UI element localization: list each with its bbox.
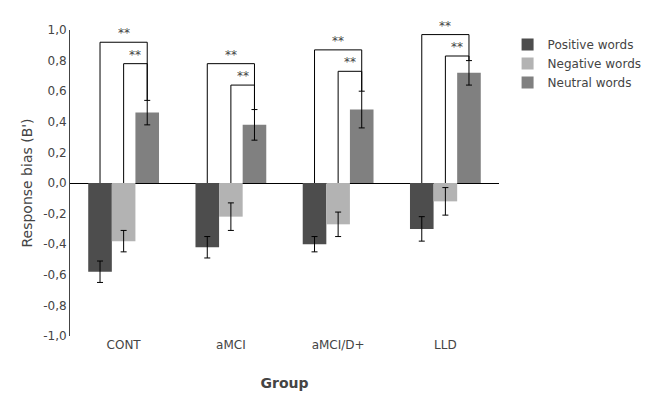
svg-text:Group: Group — [260, 375, 308, 391]
svg-text:**: ** — [332, 34, 344, 48]
svg-text:0,4: 0,4 — [48, 115, 67, 129]
svg-text:Response bias (B'): Response bias (B') — [19, 118, 35, 247]
svg-text:**: ** — [237, 69, 249, 83]
svg-text:CONT: CONT — [107, 338, 142, 352]
svg-text:1,0: 1,0 — [48, 23, 67, 37]
svg-text:-0,4: -0,4 — [43, 237, 66, 251]
svg-text:-1,0: -1,0 — [43, 329, 66, 343]
svg-text:LLD: LLD — [434, 338, 457, 352]
svg-text:0,8: 0,8 — [48, 54, 67, 68]
svg-text:-0,6: -0,6 — [43, 268, 66, 282]
svg-text:-0,8: -0,8 — [43, 299, 66, 313]
svg-text:**: ** — [129, 48, 141, 62]
svg-text:0,6: 0,6 — [48, 84, 67, 98]
svg-text:Negative words: Negative words — [548, 57, 641, 71]
svg-text:Positive words: Positive words — [548, 38, 634, 52]
svg-text:0,2: 0,2 — [48, 146, 67, 160]
svg-text:**: ** — [225, 48, 237, 62]
svg-text:aMCI: aMCI — [216, 338, 246, 352]
svg-text:**: ** — [118, 26, 130, 40]
svg-text:0,0: 0,0 — [48, 176, 67, 190]
svg-text:-0,2: -0,2 — [43, 207, 66, 221]
svg-text:**: ** — [344, 55, 356, 69]
svg-text:**: ** — [439, 19, 451, 33]
svg-text:**: ** — [451, 40, 463, 54]
svg-text:Neutral words: Neutral words — [548, 76, 632, 90]
svg-text:aMCI/D+: aMCI/D+ — [312, 338, 365, 352]
